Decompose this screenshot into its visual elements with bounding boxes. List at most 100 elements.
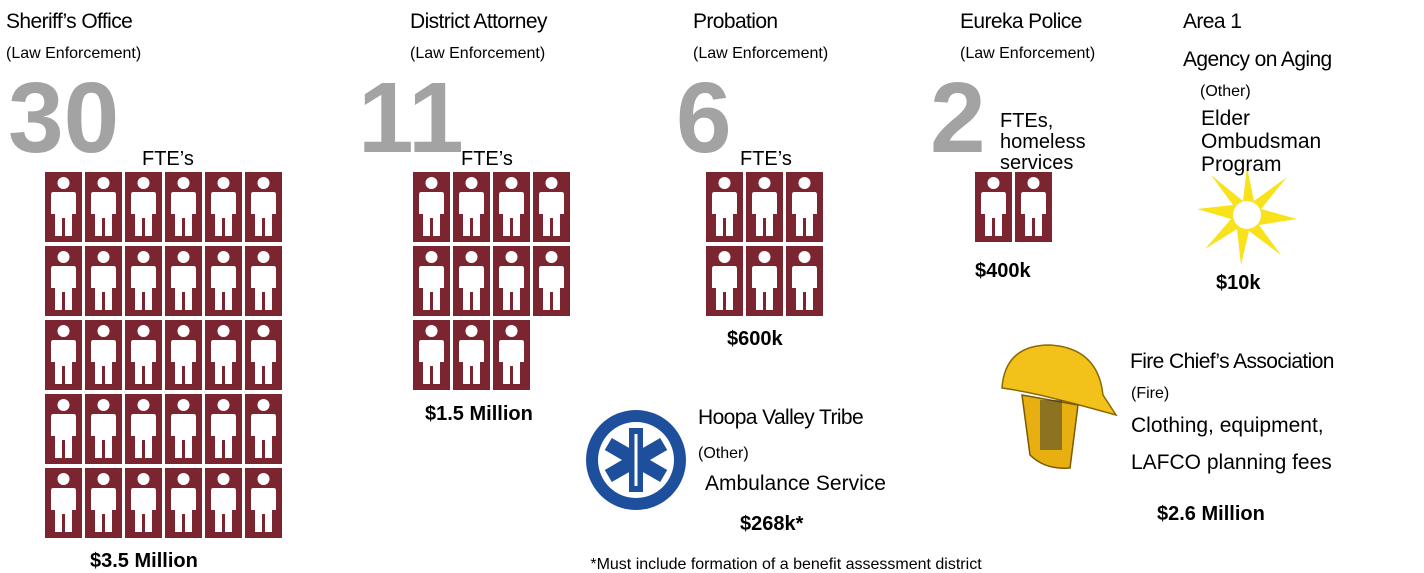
program-category: (Fire) <box>1131 385 1169 402</box>
head <box>177 399 190 411</box>
head <box>137 325 150 337</box>
body <box>539 266 564 310</box>
head <box>57 473 70 485</box>
program-name: District Attorney <box>410 10 548 33</box>
person-icon <box>125 394 162 464</box>
body <box>91 488 116 532</box>
head <box>217 473 230 485</box>
person-icon <box>165 468 202 538</box>
program-fte-number: 6 <box>676 62 732 174</box>
program-category: (Law Enforcement) <box>693 45 828 62</box>
person-icon <box>45 172 82 242</box>
program-category: (Law Enforcement) <box>410 45 545 62</box>
body <box>251 414 276 458</box>
program-amount: $600k <box>727 328 783 350</box>
body <box>171 488 196 532</box>
body <box>499 192 524 236</box>
person-icon <box>493 172 530 242</box>
body <box>499 340 524 384</box>
head <box>137 399 150 411</box>
person-icon <box>706 172 743 242</box>
person-icon <box>45 246 82 316</box>
head <box>97 325 110 337</box>
head <box>718 251 731 263</box>
head <box>97 251 110 263</box>
program-amount: $10k <box>1216 272 1261 294</box>
body <box>251 340 276 384</box>
body <box>539 192 564 236</box>
program-category: (Law Enforcement) <box>960 45 1095 62</box>
body <box>171 414 196 458</box>
person-icon <box>975 172 1012 242</box>
person-icon <box>245 320 282 390</box>
footnote: *Must include formation of a benefit ass… <box>590 556 982 573</box>
body <box>171 340 196 384</box>
person-icon <box>453 320 490 390</box>
body <box>251 266 276 310</box>
program-description: Ombudsman <box>1201 130 1321 153</box>
person-icon <box>205 468 242 538</box>
program-description: Elder <box>1201 107 1250 130</box>
head <box>57 325 70 337</box>
head <box>465 251 478 263</box>
body <box>792 266 817 310</box>
person-icon <box>205 172 242 242</box>
person-icon <box>245 246 282 316</box>
person-icon <box>746 246 783 316</box>
body <box>752 266 777 310</box>
person-icon <box>85 172 122 242</box>
head <box>505 251 518 263</box>
person-icon <box>85 468 122 538</box>
head <box>798 177 811 189</box>
program-amount: $400k <box>975 260 1031 282</box>
fte-label: FTE’s <box>142 148 194 170</box>
body <box>91 192 116 236</box>
body <box>459 192 484 236</box>
head <box>217 325 230 337</box>
program-amount: $268k* <box>740 513 804 535</box>
program-fte-number: 30 <box>8 62 119 174</box>
body <box>91 340 116 384</box>
program-fte-number: 11 <box>358 62 464 174</box>
body <box>211 414 236 458</box>
person-icon <box>125 468 162 538</box>
person-icon <box>205 246 242 316</box>
program-name: Fire Chief’s Association <box>1130 350 1334 373</box>
head <box>97 399 110 411</box>
program-name: Eureka Police <box>960 10 1082 33</box>
body <box>211 340 236 384</box>
body <box>51 192 76 236</box>
person-icon <box>85 394 122 464</box>
body <box>251 488 276 532</box>
head <box>425 325 438 337</box>
head <box>57 399 70 411</box>
program-name: Agency on Aging <box>1183 48 1332 71</box>
body <box>51 340 76 384</box>
head <box>257 473 270 485</box>
head <box>137 473 150 485</box>
body <box>171 266 196 310</box>
head <box>505 325 518 337</box>
person-icon <box>453 172 490 242</box>
head <box>425 251 438 263</box>
head <box>465 177 478 189</box>
person-icon <box>205 394 242 464</box>
helmet-icon <box>1001 344 1118 469</box>
program-amount: $1.5 Million <box>425 403 533 425</box>
head <box>545 251 558 263</box>
program-category: (Other) <box>698 445 749 462</box>
sun-icon <box>1197 167 1297 265</box>
person-icon <box>125 172 162 242</box>
head <box>217 399 230 411</box>
program-description: Ambulance Service <box>705 472 886 495</box>
person-icon <box>45 468 82 538</box>
program-fte-number: 2 <box>930 62 986 174</box>
program-category: (Other) <box>1200 83 1251 100</box>
head <box>57 177 70 189</box>
body <box>211 266 236 310</box>
body <box>211 488 236 532</box>
body <box>752 192 777 236</box>
head <box>257 325 270 337</box>
person-icon <box>165 172 202 242</box>
person-icon <box>205 320 242 390</box>
